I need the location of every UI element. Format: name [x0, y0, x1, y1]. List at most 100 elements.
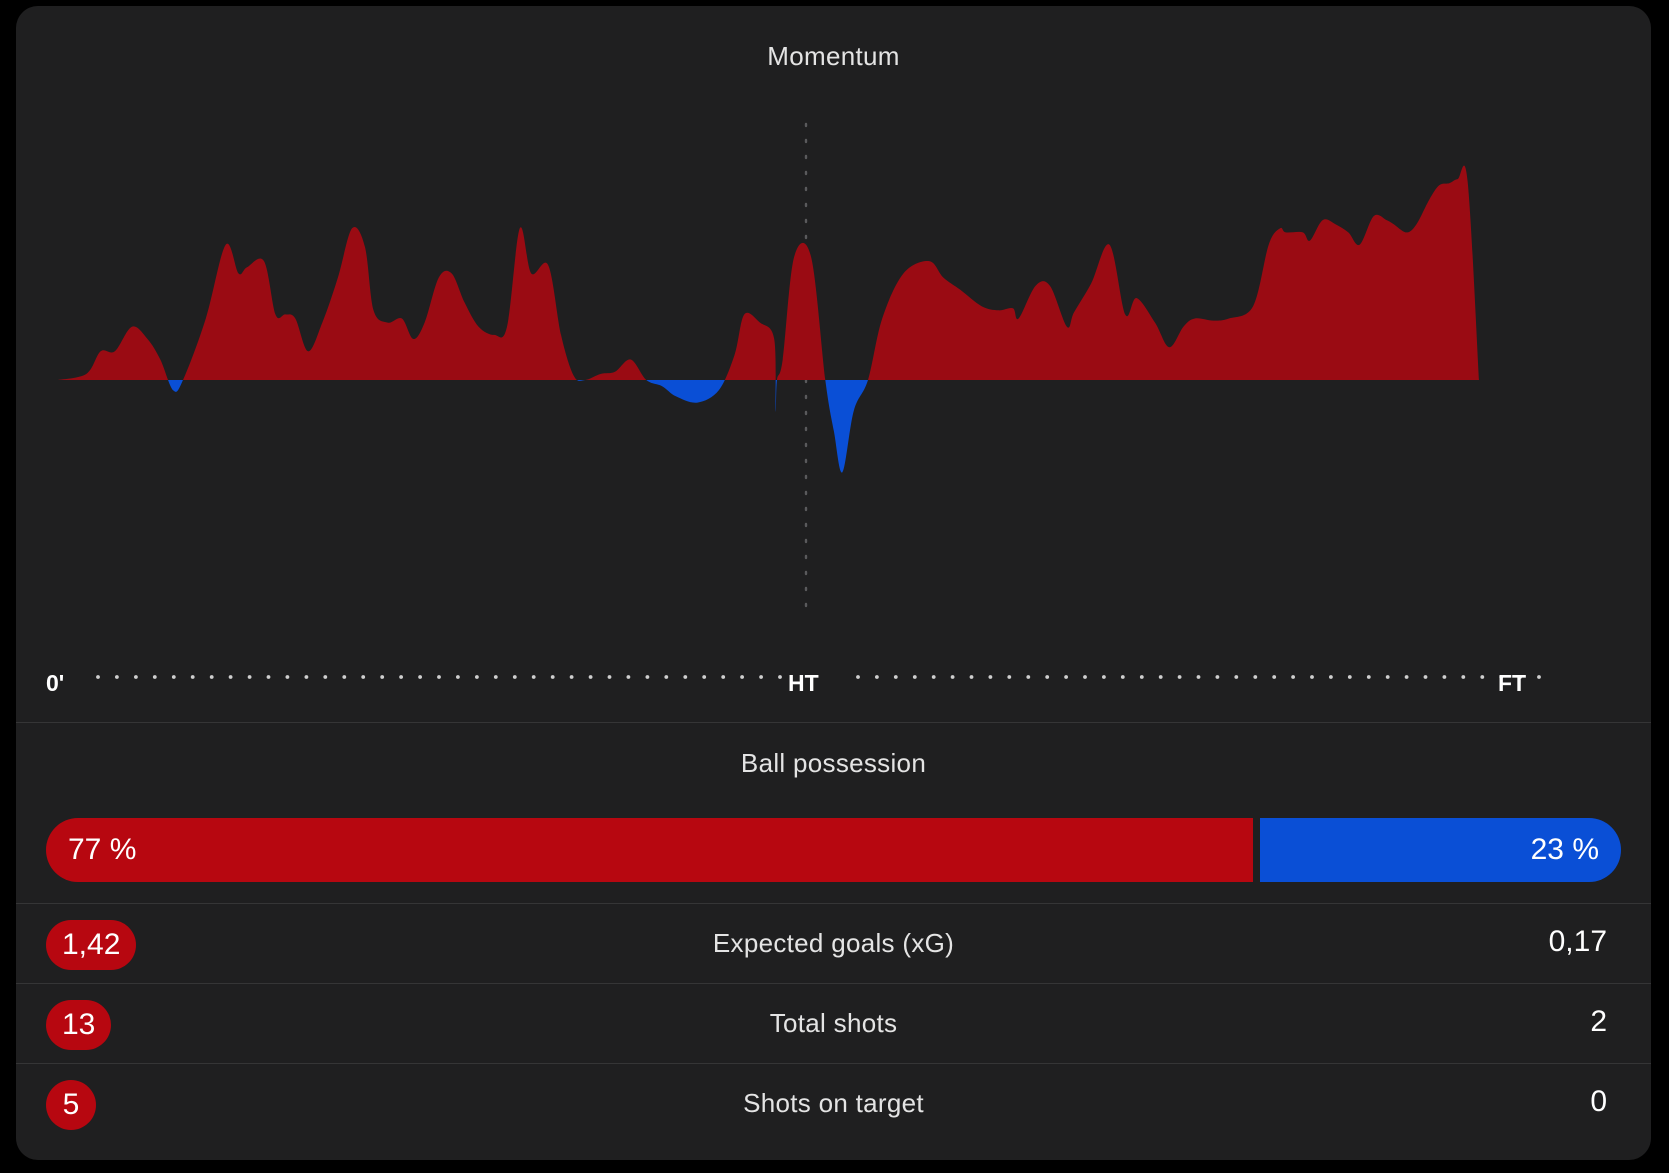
timeline-dot: [1026, 675, 1031, 679]
timeline-dot: [285, 675, 290, 679]
timeline-dot: [778, 675, 782, 679]
axis-label-full-time: FT: [1498, 670, 1527, 696]
home-stat-pill: 1,42: [46, 920, 137, 970]
timeline-dot: [1120, 675, 1125, 679]
timeline-dot: [399, 675, 403, 679]
timeline-dot: [266, 675, 271, 679]
timeline-dot: [1139, 675, 1144, 679]
timeline-dot: [512, 675, 517, 679]
timeline-dot: [456, 675, 460, 679]
timeline-dot: [1215, 675, 1220, 679]
home-momentum-area: [58, 165, 1479, 380]
timeline-dot: [134, 675, 138, 679]
timeline-dot: [664, 675, 669, 679]
timeline-dot: [1102, 675, 1106, 679]
stat-row-total-shots: 13 Total shots 2: [16, 984, 1651, 1063]
timeline-dot: [190, 675, 195, 679]
momentum-title: Momentum: [767, 41, 900, 71]
timeline-dot: [96, 675, 100, 679]
away-possession-bar: 23 %: [1260, 818, 1621, 882]
timeline-dot: [950, 675, 955, 679]
timeline-dot: [1272, 675, 1277, 679]
timeline-dot: [1045, 675, 1050, 679]
timeline-dot: [475, 675, 479, 679]
timeline-dot: [931, 675, 936, 679]
timeline-dot: [1064, 675, 1068, 679]
timeline-dot: [721, 675, 726, 679]
timeline-dot: [493, 675, 498, 679]
timeline-dot: [1423, 675, 1428, 679]
timeline-dot: [1177, 675, 1182, 679]
axis-label-half-time: HT: [788, 670, 819, 696]
timeline-dot: [1347, 675, 1352, 679]
home-possession-bar: 77 %: [46, 818, 1253, 882]
timeline-dot: [1404, 675, 1409, 679]
away-stat-value: 2: [1590, 1005, 1607, 1038]
timeline-dot: [1310, 675, 1314, 679]
timeline-dot: [152, 675, 157, 679]
match-stats-card: Momentum 0' HT FT Ball possession 77 % 2…: [16, 6, 1651, 1160]
section-divider: [16, 722, 1651, 723]
timeline-dot: [247, 675, 252, 679]
timeline-dot: [380, 675, 385, 679]
timeline-dots-second-half: [856, 675, 1541, 679]
stat-row-shots-on-target: 5 Shots on target 0: [16, 1064, 1651, 1143]
timeline-dot: [626, 675, 631, 679]
row-divider: [16, 983, 1651, 984]
stat-label: Total shots: [769, 1008, 898, 1038]
timeline-dot: [1291, 675, 1295, 679]
timeline-dot: [323, 675, 328, 679]
timeline-dot: [875, 675, 879, 679]
timeline-dots-first-half: [96, 675, 782, 679]
timeline-dot: [683, 675, 688, 679]
timeline-dot: [1083, 675, 1087, 679]
timeline-dot: [550, 675, 555, 679]
timeline-dot: [209, 675, 214, 679]
timeline-dot: [437, 675, 441, 679]
timeline-dot: [588, 675, 593, 679]
timeline-dot: [1366, 675, 1371, 679]
timeline-dot: [759, 675, 763, 679]
momentum-chart: [58, 122, 1541, 679]
timeline-dot: [912, 675, 917, 679]
timeline-dot: [969, 675, 974, 679]
timeline-dot: [1329, 675, 1333, 679]
timeline-dot: [1499, 675, 1504, 679]
timeline-dot: [702, 675, 707, 679]
timeline-dot: [171, 675, 176, 679]
timeline-dot: [856, 675, 860, 679]
timeline-dot: [304, 675, 309, 679]
timeline-dot: [228, 675, 233, 679]
timeline-dot: [115, 675, 119, 679]
timeline-dot: [607, 675, 612, 679]
timeline-dot: [1158, 675, 1163, 679]
timeline-dot: [740, 675, 744, 679]
stat-label: Expected goals (xG): [712, 928, 955, 958]
section-divider: [16, 903, 1651, 904]
stat-label: Shots on target: [743, 1088, 924, 1118]
timeline-dot: [1007, 675, 1012, 679]
home-stat-pill: 13: [46, 1000, 112, 1050]
timeline-dot: [988, 675, 993, 679]
timeline-dot: [1442, 675, 1447, 679]
timeline-dot: [1234, 675, 1239, 679]
home-stat-pill: 5: [46, 1080, 96, 1130]
timeline-dot: [418, 675, 422, 679]
timeline-dot: [1196, 675, 1201, 679]
timeline-dot: [1461, 675, 1466, 679]
timeline-dot: [893, 675, 898, 679]
timeline-dot: [1518, 675, 1522, 679]
timeline-dot: [1537, 675, 1541, 679]
axis-label-start: 0': [46, 670, 65, 696]
timeline-dot: [531, 675, 536, 679]
row-divider: [16, 1063, 1651, 1064]
away-stat-value: 0,17: [1548, 925, 1607, 958]
timeline-dot: [342, 675, 347, 679]
possession-title: Ball possession: [740, 748, 927, 778]
timeline-dot: [1253, 675, 1258, 679]
timeline-dot: [1480, 675, 1485, 679]
stat-row-expected-goals: 1,42 Expected goals (xG) 0,17: [16, 904, 1651, 983]
timeline-dot: [361, 675, 366, 679]
timeline-dot: [645, 675, 650, 679]
timeline-dot: [569, 675, 574, 679]
